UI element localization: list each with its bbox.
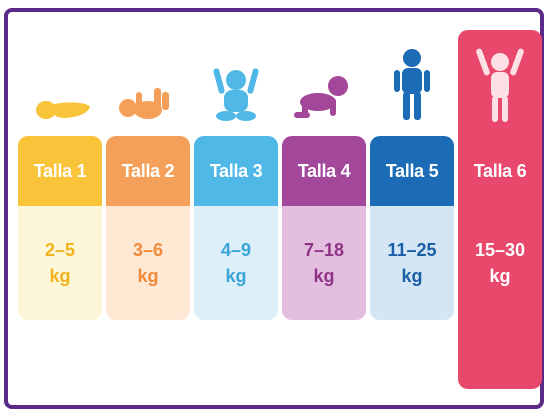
size-label: Talla 3: [194, 136, 278, 206]
size-column-4: Talla 4 7–18 kg: [282, 0, 366, 420]
weight-range-value: 4–9: [220, 240, 252, 260]
size-column-5: Talla 5 11–25 kg: [370, 0, 454, 420]
weight-range-value: 3–6: [132, 240, 164, 260]
weight-range: 11–25 kg: [370, 206, 454, 320]
weight-range-value: 11–25: [387, 240, 437, 260]
size-label: Talla 1: [18, 136, 102, 206]
size-label: Talla 4: [282, 136, 366, 206]
toddler-standing-icon: [370, 40, 454, 130]
size-column-6: Talla 6 15–30 kg: [458, 30, 542, 389]
baby-crawling-icon: [282, 40, 366, 130]
weight-unit: kg: [49, 266, 71, 286]
weight-unit: kg: [225, 266, 247, 286]
child-arms-up-icon: [458, 38, 542, 128]
size-column-2: Talla 2 3–6 kg: [106, 0, 190, 420]
weight-range: 3–6 kg: [106, 206, 190, 320]
baby-sitting-icon: [194, 40, 278, 130]
weight-range-value: 2–5: [44, 240, 76, 260]
size-column-1: Talla 1 2–5 kg: [18, 0, 102, 420]
weight-range-value: 15–30: [474, 240, 526, 260]
weight-unit: kg: [313, 266, 335, 286]
weight-unit: kg: [137, 266, 159, 286]
weight-range: 7–18 kg: [282, 206, 366, 320]
weight-range-value: 7–18: [303, 240, 345, 260]
size-column-3: Talla 3 4–9 kg: [194, 0, 278, 420]
newborn-swaddled-icon: [18, 40, 102, 130]
weight-unit: kg: [401, 266, 423, 286]
baby-lying-icon: [106, 40, 190, 130]
size-label: Talla 2: [106, 136, 190, 206]
size-label: Talla 6: [473, 160, 527, 181]
weight-range: 2–5 kg: [18, 206, 102, 320]
weight-range: 15–30 kg: [458, 206, 542, 320]
size-label: Talla 5: [370, 136, 454, 206]
weight-range: 4–9 kg: [194, 206, 278, 320]
weight-unit: kg: [489, 266, 511, 286]
